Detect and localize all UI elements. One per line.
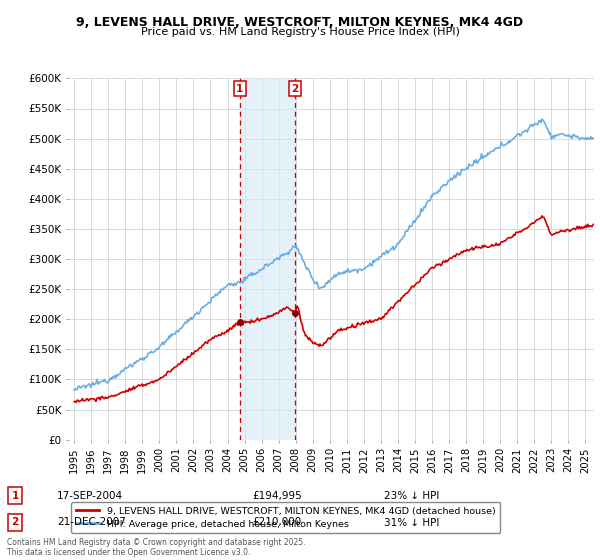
Text: 21-DEC-2007: 21-DEC-2007	[57, 517, 126, 528]
Text: 17-SEP-2004: 17-SEP-2004	[57, 491, 123, 501]
Text: 1: 1	[11, 491, 19, 501]
Bar	[240, 78, 295, 440]
Text: 2: 2	[292, 84, 299, 94]
Text: 23% ↓ HPI: 23% ↓ HPI	[384, 491, 439, 501]
Text: 1: 1	[236, 84, 244, 94]
Text: Contains HM Land Registry data © Crown copyright and database right 2025.
This d: Contains HM Land Registry data © Crown c…	[7, 538, 306, 557]
Text: £194,995: £194,995	[252, 491, 302, 501]
Text: 9, LEVENS HALL DRIVE, WESTCROFT, MILTON KEYNES, MK4 4GD: 9, LEVENS HALL DRIVE, WESTCROFT, MILTON …	[76, 16, 524, 29]
Text: 2: 2	[11, 517, 19, 528]
Legend: 9, LEVENS HALL DRIVE, WESTCROFT, MILTON KEYNES, MK4 4GD (detached house), HPI: A: 9, LEVENS HALL DRIVE, WESTCROFT, MILTON …	[71, 502, 500, 533]
Text: £210,000: £210,000	[252, 517, 301, 528]
Text: 31% ↓ HPI: 31% ↓ HPI	[384, 517, 439, 528]
Text: Price paid vs. HM Land Registry's House Price Index (HPI): Price paid vs. HM Land Registry's House …	[140, 27, 460, 37]
